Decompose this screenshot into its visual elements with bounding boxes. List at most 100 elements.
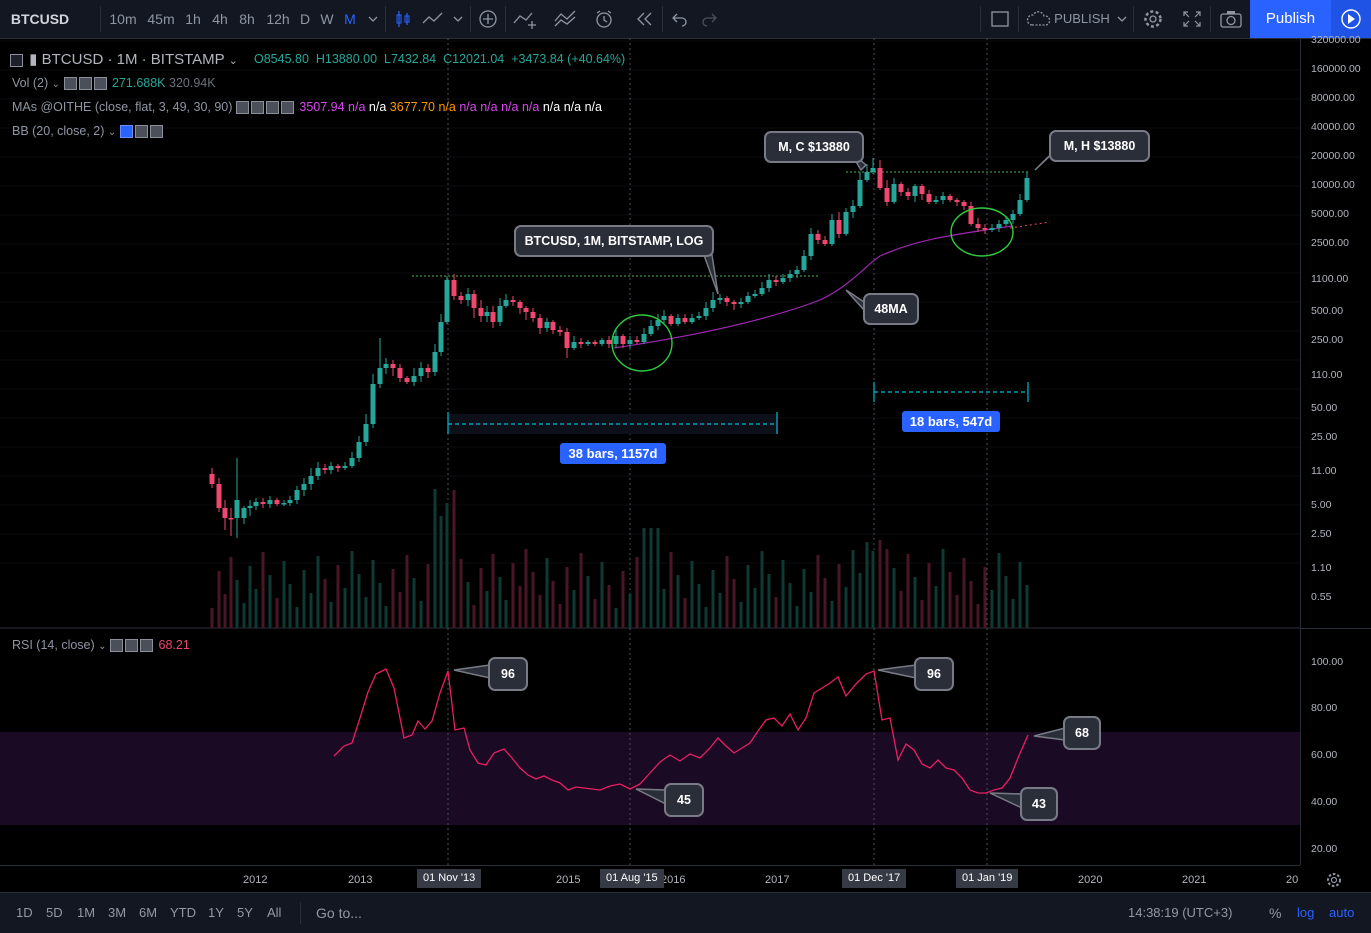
callout-rsi-96-2017[interactable]: 96	[914, 657, 954, 691]
chevron-down-icon[interactable]: ⌄	[98, 641, 107, 652]
time-axis[interactable]: 2012 2013 2015 2016 2017 2020 2021 20 01…	[0, 865, 1300, 893]
interval-m[interactable]: M	[344, 11, 356, 27]
log-toggle[interactable]: log	[1297, 905, 1315, 920]
volume-bar	[229, 557, 233, 628]
callout-top-close[interactable]: M, C $13880	[764, 131, 864, 163]
publish-dropdown[interactable]: PUBLISH	[1054, 11, 1110, 26]
callout-rsi-96-2013[interactable]: 96	[488, 657, 528, 691]
bb-legend[interactable]: BB (20, close, 2) ⌄	[12, 124, 165, 139]
candle	[877, 160, 883, 190]
candle	[857, 172, 863, 208]
undo-icon[interactable]	[670, 9, 690, 29]
range-3m[interactable]: 3M	[108, 905, 127, 920]
candle-body	[517, 302, 523, 308]
symbol-search[interactable]: BTCUSD	[10, 11, 70, 27]
interval-w[interactable]: W	[320, 11, 334, 27]
ma48-line[interactable]	[613, 225, 1013, 349]
chart-canvas[interactable]	[0, 38, 1300, 892]
settings-icon[interactable]	[78, 77, 92, 91]
rsi-legend[interactable]: RSI (14, close) ⌄ 68.21	[12, 638, 190, 653]
highlight-circles[interactable]	[611, 207, 1014, 372]
range-ytd[interactable]: YTD	[170, 905, 196, 920]
candle	[397, 364, 403, 382]
date-ranges[interactable]	[447, 382, 1029, 434]
visibility-icon[interactable]	[110, 639, 124, 653]
range-label-547d[interactable]: 18 bars, 547d	[902, 411, 1000, 432]
stream-button[interactable]	[1331, 0, 1371, 38]
settings-icon[interactable]	[125, 639, 139, 653]
price-axis[interactable]: 320000.00 160000.00 80000.00 40000.00 20…	[1300, 34, 1371, 865]
clock[interactable]: 14:38:19 (UTC+3)	[1128, 905, 1233, 920]
candle-body	[996, 224, 1002, 228]
visibility-icon[interactable]	[235, 101, 249, 115]
settings-icon[interactable]	[250, 101, 264, 115]
cloud-icon[interactable]	[1026, 9, 1052, 29]
expand-icon[interactable]	[1181, 9, 1203, 31]
range-6m[interactable]: 6M	[139, 905, 158, 920]
close-icon[interactable]	[149, 125, 163, 139]
close-icon[interactable]	[280, 101, 294, 115]
chevron-down-icon[interactable]	[451, 9, 465, 29]
fullscreen-rect-icon[interactable]	[990, 9, 1010, 29]
visibility-icon[interactable]	[63, 77, 77, 91]
range-1y[interactable]: 1Y	[208, 905, 224, 920]
range-5d[interactable]: 5D	[46, 905, 63, 920]
range-1m[interactable]: 1M	[77, 905, 96, 920]
volume-bar	[511, 563, 515, 628]
add-indicator-icon[interactable]	[477, 9, 499, 31]
visibility-icon[interactable]	[119, 125, 133, 139]
range-1d[interactable]: 1D	[16, 905, 33, 920]
publish-button[interactable]: Publish	[1250, 0, 1331, 38]
toolbar-divider	[1018, 6, 1019, 32]
callout-rsi-45[interactable]: 45	[664, 783, 704, 817]
auto-toggle[interactable]: auto	[1329, 905, 1355, 920]
interval-4h[interactable]: 4h	[212, 11, 228, 27]
volume-legend[interactable]: Vol (2) ⌄ 271.688K 320.94K	[12, 76, 216, 91]
compare-icon[interactable]	[512, 9, 538, 29]
range-label-1157d[interactable]: 38 bars, 1157d	[560, 443, 666, 464]
mas-legend[interactable]: MAs @OITHE (close, flat, 3, 49, 30, 90) …	[12, 100, 602, 115]
interval-8h[interactable]: 8h	[239, 11, 255, 27]
close-icon[interactable]	[140, 639, 154, 653]
replay-icon[interactable]	[634, 9, 656, 29]
rsi-line[interactable]	[333, 668, 1029, 794]
volume-bar	[628, 594, 632, 628]
range-5y[interactable]: 5Y	[237, 905, 253, 920]
indicators-icon[interactable]	[553, 9, 579, 29]
callout-rsi-43[interactable]: 43	[1020, 787, 1058, 821]
callout-rsi-68[interactable]: 68	[1063, 716, 1101, 750]
redo-icon[interactable]	[699, 9, 719, 29]
settings-icon[interactable]	[134, 125, 148, 139]
interval-12h[interactable]: 12h	[266, 11, 290, 27]
goto-button[interactable]: Go to...	[316, 905, 362, 921]
interval-d[interactable]: D	[299, 11, 311, 27]
candlesticks[interactable]	[209, 158, 1030, 538]
interval-10m[interactable]: 10m	[109, 11, 137, 27]
chevron-down-icon[interactable]	[366, 9, 380, 29]
percent-toggle[interactable]: %	[1269, 905, 1282, 921]
alert-clock-icon[interactable]	[592, 9, 618, 31]
source-code-icon[interactable]	[265, 101, 279, 115]
axis-settings-gear-icon[interactable]	[1325, 871, 1343, 889]
interval-1h[interactable]: 1h	[185, 11, 201, 27]
collapse-icon[interactable]	[10, 53, 23, 67]
chevron-down-icon[interactable]: ⌄	[228, 55, 238, 67]
chevron-down-icon[interactable]: ⌄	[51, 79, 61, 90]
gear-icon[interactable]	[1142, 9, 1164, 31]
volume-bar	[261, 552, 265, 628]
chevron-down-icon[interactable]: ⌄	[107, 127, 117, 138]
volume-bar	[524, 549, 528, 628]
candles-icon[interactable]	[394, 9, 412, 29]
close-icon[interactable]	[93, 77, 107, 91]
callout-top-high[interactable]: M, H $13880	[1049, 130, 1150, 162]
line-chart-icon[interactable]	[421, 9, 445, 29]
callout-symbol-note[interactable]: BTCUSD, 1M, BITSTAMP, LOG	[514, 225, 714, 257]
symbol-legend[interactable]: ▮ BTCUSD · 1M · BITSTAMP ⌄	[10, 50, 238, 68]
range-all[interactable]: All	[267, 905, 282, 920]
camera-icon[interactable]	[1219, 9, 1243, 31]
chevron-down-icon[interactable]	[1115, 9, 1129, 29]
candle	[696, 312, 702, 320]
interval-45m[interactable]: 45m	[147, 11, 175, 27]
callout-48ma[interactable]: 48MA	[863, 293, 919, 325]
candle-body	[247, 506, 253, 508]
